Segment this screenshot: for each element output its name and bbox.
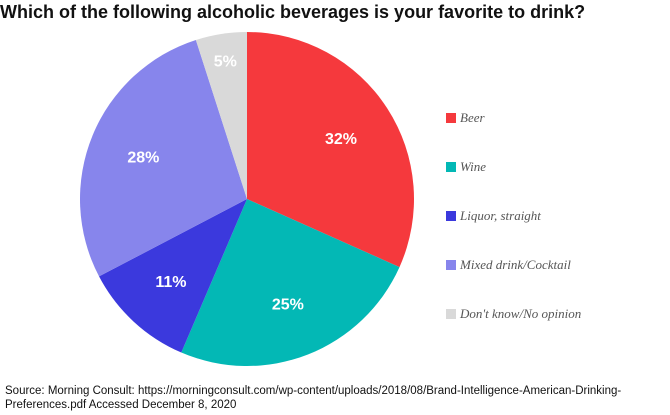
slice-label-0: 32% (325, 131, 357, 148)
legend-label-4: Don't know/No opinion (459, 306, 581, 321)
pie-slice-3 (79, 40, 247, 277)
legend-label-1: Wine (460, 159, 486, 174)
slice-labels: 32% 25% 11% 28% 5% (127, 54, 357, 314)
legend-label-2: Liquor, straight (459, 208, 541, 223)
slice-label-3: 28% (127, 150, 159, 167)
pie-slice-1 (181, 199, 400, 366)
pie-slice-0 (247, 32, 414, 268)
legend-swatch-4 (446, 309, 456, 319)
slice-label-2: 11% (155, 274, 186, 291)
pie-slices (79, 32, 414, 366)
slice-label-1: 25% (272, 296, 304, 313)
source-note: Source: Morning Consult: https://morning… (5, 385, 622, 411)
legend-label-3: Mixed drink/Cocktail (459, 257, 571, 272)
pie-chart: 32% 25% 11% 28% 5% Beer Wine Liquor, straight M… (79, 32, 581, 366)
pie-slice-4 (195, 32, 247, 199)
legend-swatch-3 (446, 260, 456, 270)
legend-swatch-2 (446, 211, 456, 221)
legend-swatch-1 (446, 162, 456, 172)
chart-title: Which of the following alcoholic beverag… (0, 2, 586, 22)
legend-swatch-0 (446, 113, 456, 123)
legend: Beer Wine Liquor, straight Mixed drink/Cock… (446, 110, 581, 321)
pie-slice-2 (99, 199, 247, 353)
slice-label-4: 5% (214, 54, 237, 71)
legend-label-0: Beer (460, 110, 485, 125)
